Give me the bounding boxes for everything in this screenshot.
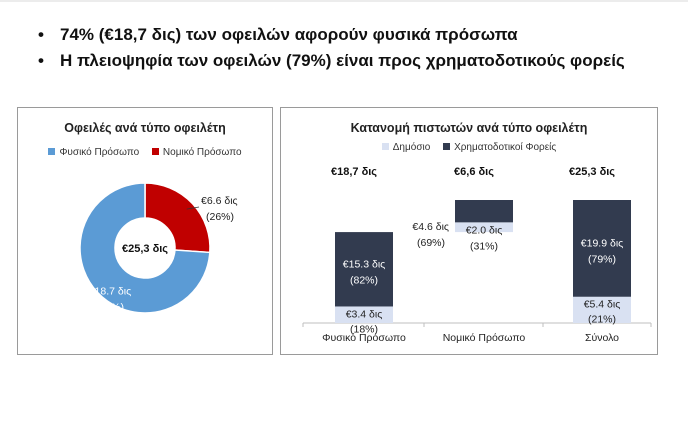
- bar-total-2: €25,3 δις: [569, 166, 615, 178]
- label-public-pct-2: (21%): [588, 314, 616, 326]
- label-financial-pct-1: (69%): [417, 237, 445, 249]
- legend-swatch-public: [381, 143, 389, 150]
- bar-financial-1: [455, 200, 513, 223]
- summary-bullets: 74% (€18,7 δις) των οφειλών αφορούν φυσι…: [34, 22, 625, 74]
- bullet-2: Η πλειοψηφία των οφειλών (79%) είναι προ…: [34, 48, 625, 74]
- legend-item-financial: Χρηματοδοτικοί Φορείς: [443, 142, 556, 153]
- creditor-distribution-panel: Κατανομή πιστωτών ανά τύπο οφειλέτη Δημό…: [280, 107, 658, 355]
- bar-public-2: [573, 296, 631, 323]
- legend-label-individual: Φυσικό Πρόσωπο: [59, 147, 140, 158]
- donut-leader-line: [186, 206, 200, 210]
- label-financial-value-0: €15.3 δις: [343, 258, 385, 270]
- label-public-value-2: €5.4 δις: [584, 299, 621, 311]
- legend-swatch-financial: [443, 143, 451, 150]
- donut-label-legal-value: €6.6 δις: [201, 195, 238, 207]
- label-financial-pct-0: (82%): [350, 274, 378, 286]
- stacked-bar-chart: €18,7 δις Φυσικό Πρόσωπο €15.3 δις (82%) €3.…: [302, 166, 652, 344]
- label-public-value-0: €3.4 δις: [346, 308, 383, 320]
- bar-financial-2: [573, 200, 631, 297]
- label-financial-value-2: €19.9 δις: [581, 237, 623, 249]
- legend-label-legal: Νομικό Πρόσωπο: [162, 147, 242, 158]
- donut-label-legal-pct: (26%): [206, 211, 234, 223]
- legend-swatch-individual: [48, 148, 56, 155]
- label-public-value-1: €2.0 δις: [466, 224, 503, 236]
- label-public-pct-0: (18%): [350, 323, 378, 335]
- bar-total-1: €6,6 δις: [454, 166, 494, 178]
- label-financial-pct-2: (79%): [588, 253, 616, 265]
- donut-label-individual-value: €18.7 δις: [89, 286, 131, 298]
- donut-legend: Φυσικό Πρόσωπο Νομικό Πρόσωπο: [18, 147, 272, 158]
- x-tick-label-2: Σύνολο: [585, 332, 619, 344]
- label-financial-value-1: €4.6 δις: [412, 221, 449, 233]
- bar-public-1: [455, 222, 513, 233]
- bar-financial-0: [335, 232, 393, 307]
- x-tick-label-1: Νομικό Πρόσωπο: [443, 332, 526, 344]
- donut-slice-legal: [144, 182, 211, 254]
- legend-label-financial: Χρηματοδοτικοί Φορείς: [454, 142, 557, 153]
- donut-chart: €25,3 δις €18.7 δις (74%) €6.6 δις (26%): [79, 182, 238, 314]
- x-tick-label-0: Φυσικό Πρόσωπο: [322, 332, 406, 344]
- legend-label-public: Δημόσιο: [392, 142, 431, 153]
- donut-title: Οφειλές ανά τύπο οφειλέτη: [64, 121, 226, 135]
- legend-swatch-legal: [151, 148, 159, 155]
- bar-title: Κατανομή πιστωτών ανά τύπο οφειλέτη: [350, 121, 588, 135]
- legend-item-public: Δημόσιο: [381, 142, 431, 153]
- donut-slice-individual: [79, 182, 211, 314]
- debt-by-debtor-panel: Οφειλές ανά τύπο οφειλέτη Φυσικό Πρόσωπο…: [17, 107, 273, 355]
- donut-center-label: €25,3 δις: [122, 243, 168, 255]
- label-public-pct-1: (31%): [470, 240, 498, 252]
- top-divider: [0, 0, 688, 2]
- bullet-1: 74% (€18,7 δις) των οφειλών αφορούν φυσι…: [34, 22, 625, 48]
- legend-item-legal: Νομικό Πρόσωπο: [151, 147, 242, 158]
- bar-public-0: [335, 306, 393, 323]
- legend-item-individual: Φυσικό Πρόσωπο: [48, 147, 139, 158]
- bar-total-0: €18,7 δις: [331, 166, 377, 178]
- donut-label-individual-pct: (74%): [96, 302, 124, 314]
- bar-legend: Δημόσιο Χρηματοδοτικοί Φορείς: [281, 142, 657, 153]
